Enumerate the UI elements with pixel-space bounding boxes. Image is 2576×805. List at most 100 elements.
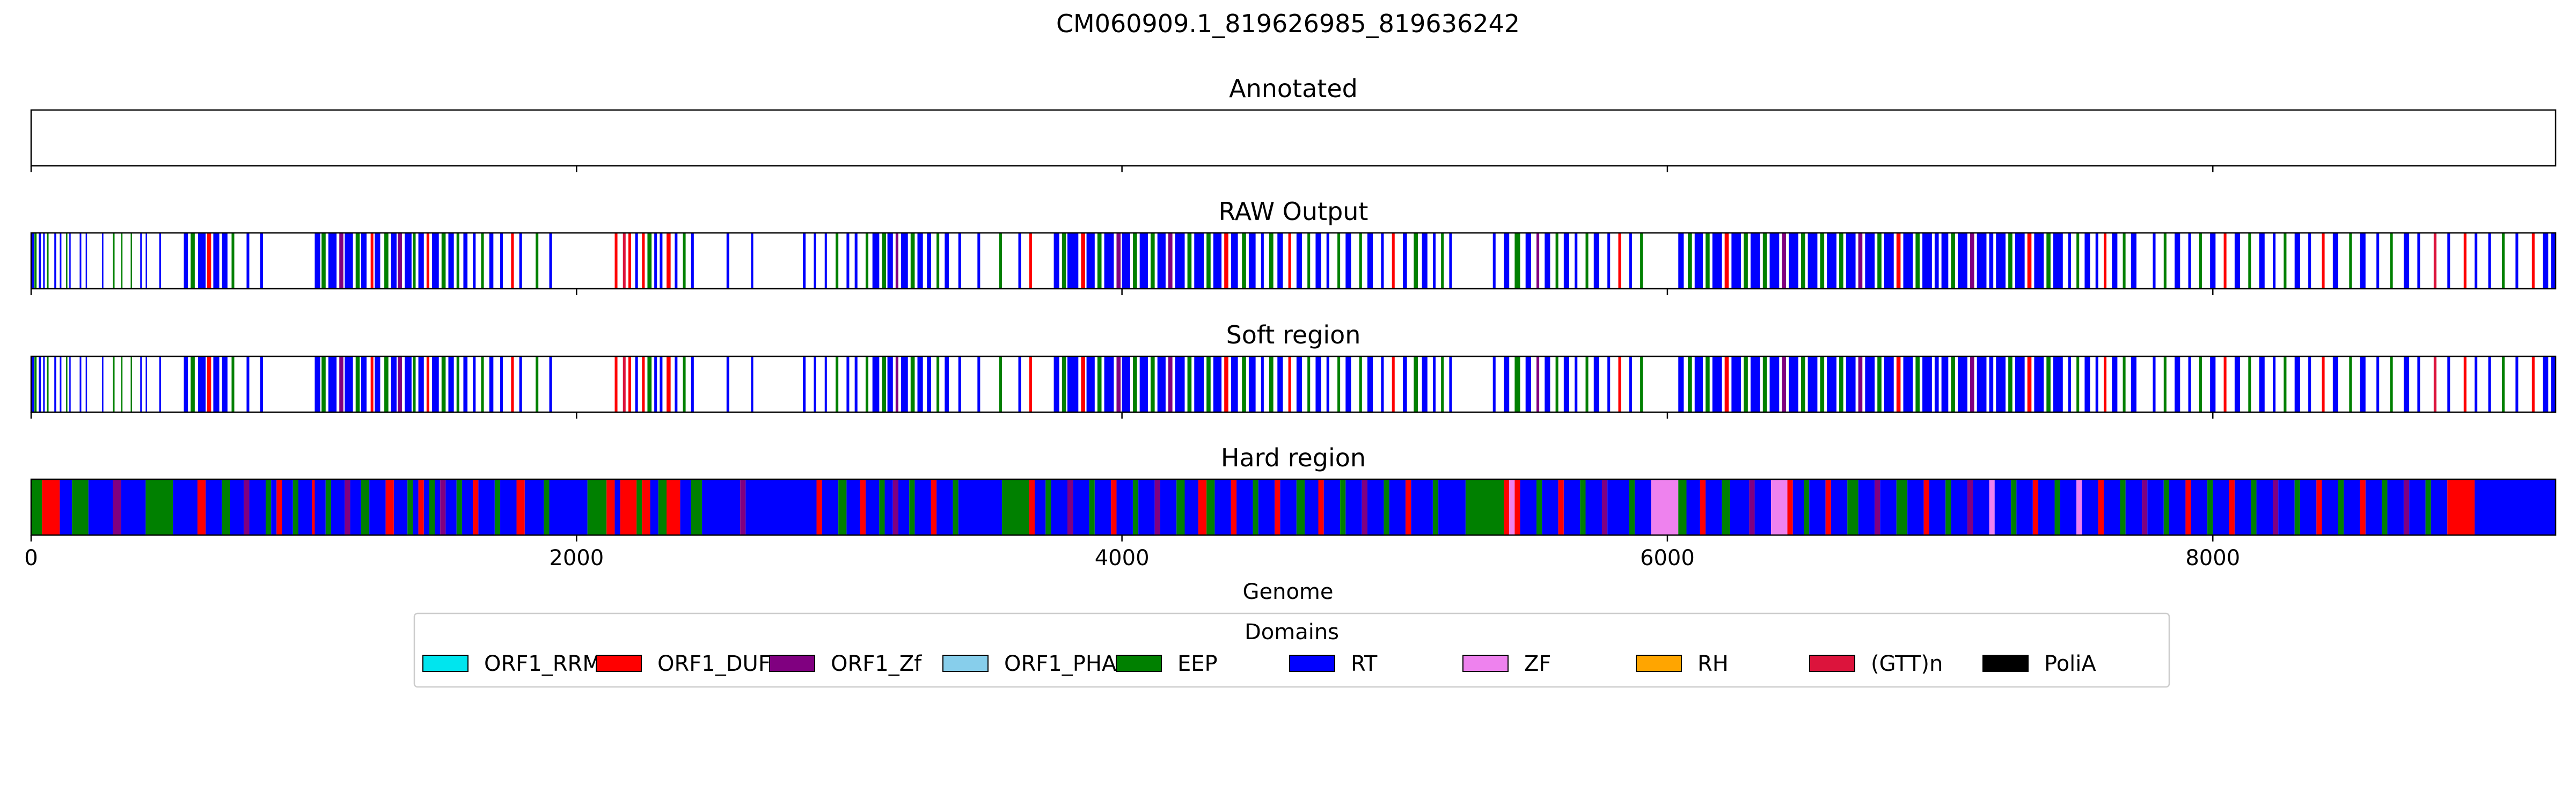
domain-segment <box>1934 356 1939 412</box>
domain-segment <box>2475 479 2556 535</box>
domain-segment <box>481 233 484 289</box>
domain-segment <box>60 233 62 289</box>
domain-segment <box>391 233 397 289</box>
domain-segment <box>1706 479 1722 535</box>
domain-segment <box>1640 356 1643 412</box>
domain-segment <box>1184 479 1198 535</box>
domain-segment <box>1403 233 1407 289</box>
domain-segment <box>1563 356 1569 412</box>
domain-segment <box>1051 479 1067 535</box>
domain-segment <box>2431 479 2448 535</box>
domain-segment <box>536 233 539 289</box>
domain-segment <box>478 479 495 535</box>
domain-segment <box>2543 233 2549 289</box>
domain-segment <box>413 479 419 535</box>
domain-segment <box>494 479 501 535</box>
domain-segment <box>1789 356 1798 412</box>
domain-segment <box>191 356 195 412</box>
domain-segment <box>31 233 34 289</box>
legend-item: ORF1_DUF <box>596 652 771 676</box>
domain-segment <box>1168 356 1173 412</box>
domain-segment <box>1081 233 1086 289</box>
domain-segment <box>1941 356 1949 412</box>
domain-segment <box>489 233 494 289</box>
domain-segment <box>145 233 147 289</box>
domain-segment <box>1175 233 1185 289</box>
domain-segment <box>726 233 729 289</box>
domain-segment <box>1847 479 1858 535</box>
domain-segment <box>1116 356 1121 412</box>
domain-segment <box>931 479 937 535</box>
domain-segment <box>431 356 439 412</box>
domain-segment <box>1198 479 1207 535</box>
domain-segment <box>2163 233 2167 289</box>
domain-segment <box>1750 233 1760 289</box>
domain-segment <box>1749 479 1755 535</box>
domain-segment <box>1922 233 1932 289</box>
domain-segment <box>2103 479 2120 535</box>
domain-segment <box>1062 356 1066 412</box>
domain-segment <box>846 356 850 412</box>
domain-segment <box>917 356 923 412</box>
domain-segment <box>2207 479 2213 535</box>
domain-segment <box>1514 233 1520 289</box>
domain-segment <box>312 479 315 535</box>
domain-segment <box>620 479 637 535</box>
domain-segment <box>1629 233 1632 289</box>
domain-segment <box>2551 356 2556 412</box>
domain-segment <box>463 233 468 289</box>
domain-segment <box>1367 479 1384 535</box>
domain-segment <box>2191 479 2208 535</box>
domain-segment <box>1492 356 1496 412</box>
domain-segment <box>1744 233 1748 289</box>
domain-segment <box>1827 356 1836 412</box>
domain-segment <box>2082 479 2098 535</box>
domain-segment <box>1035 479 1046 535</box>
domain-segment <box>2027 233 2032 289</box>
domain-segment <box>614 356 618 412</box>
domain-segment <box>1877 233 1882 289</box>
domain-segment <box>47 356 49 412</box>
domain-segment <box>1575 233 1578 289</box>
domain-segment <box>2112 233 2118 289</box>
domain-segment <box>1509 479 1515 535</box>
domain-segment <box>1580 479 1586 535</box>
domain-segment <box>1820 356 1825 412</box>
domain-segment <box>1789 233 1798 289</box>
domain-segment <box>2123 233 2126 289</box>
legend-item: ORF1_Zf <box>769 652 922 676</box>
domain-segment <box>1820 233 1825 289</box>
domain-segment <box>1907 479 1924 535</box>
domain-segment <box>1771 479 1788 535</box>
domain-segment <box>113 233 115 289</box>
domain-segment <box>1214 479 1231 535</box>
domain-segment <box>2488 233 2491 289</box>
domain-segment <box>654 233 657 289</box>
legend-label: (GTT)n <box>1871 652 1943 676</box>
domain-segment <box>405 233 412 289</box>
domain-segment <box>1915 233 1920 289</box>
domain-segment <box>385 479 394 535</box>
domain-segment <box>2234 233 2241 289</box>
panel-title: Annotated <box>1229 74 1358 103</box>
domain-segment <box>1258 479 1275 535</box>
domain-segment <box>1865 233 1875 289</box>
domain-segment <box>2163 479 2169 535</box>
domain-segment <box>1846 356 1856 412</box>
domain-segment <box>159 233 161 289</box>
domain-segment <box>927 233 931 289</box>
domain-segment <box>2076 479 2082 535</box>
domain-segment <box>1097 233 1102 289</box>
domain-segment <box>2360 233 2366 289</box>
domain-segment <box>1504 233 1510 289</box>
domain-segment <box>1706 356 1710 412</box>
domain-segment <box>1248 233 1256 289</box>
domain-segment <box>549 233 552 289</box>
domain-segment <box>423 479 429 535</box>
domain-segment <box>391 356 397 412</box>
domain-segment <box>2098 479 2104 535</box>
domain-segment <box>1438 479 1466 535</box>
legend-item: ORF1_RRM <box>422 652 601 676</box>
domain-segment <box>2199 356 2202 412</box>
domain-segment <box>927 356 931 412</box>
